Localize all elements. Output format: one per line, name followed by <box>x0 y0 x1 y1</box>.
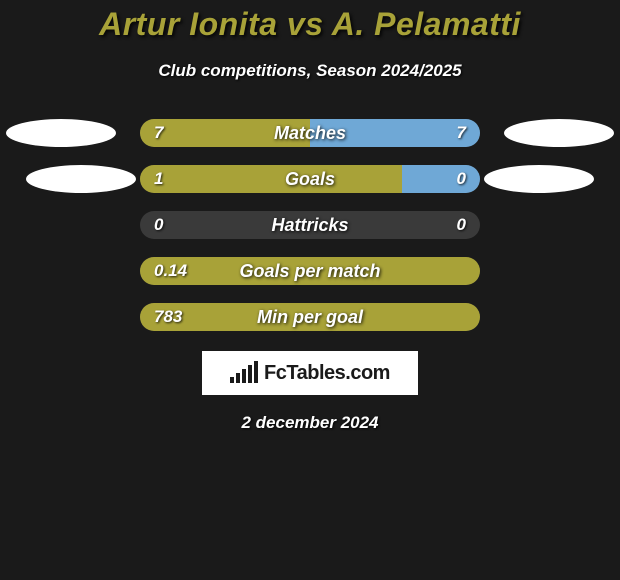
stat-label: Goals <box>140 165 480 193</box>
stat-row-goals: 1 Goals 0 <box>140 165 480 193</box>
stat-label: Min per goal <box>140 303 480 331</box>
branding-box: FcTables.com <box>202 351 418 395</box>
stat-row-hattricks: 0 Hattricks 0 <box>140 211 480 239</box>
player2-marker-ellipse <box>504 119 614 147</box>
stat-value-right: 7 <box>457 119 466 147</box>
stats-area: 7 Matches 7 1 Goals 0 0 Hattricks 0 <box>0 119 620 331</box>
stat-row-matches: 7 Matches 7 <box>140 119 480 147</box>
branding-text: FcTables.com <box>264 362 390 385</box>
infographic-container: Artur Ionita vs A. Pelamatti Club compet… <box>0 0 620 433</box>
comparison-title: Artur Ionita vs A. Pelamatti <box>0 6 620 43</box>
stat-row-mpg: 783 Min per goal <box>140 303 480 331</box>
stat-label: Goals per match <box>140 257 480 285</box>
player1-marker-ellipse <box>26 165 136 193</box>
bar-chart-icon <box>230 363 258 383</box>
comparison-subtitle: Club competitions, Season 2024/2025 <box>0 61 620 81</box>
player2-marker-ellipse <box>484 165 594 193</box>
stat-value-right: 0 <box>457 165 466 193</box>
player1-marker-ellipse <box>6 119 116 147</box>
stat-label: Matches <box>140 119 480 147</box>
footer-date: 2 december 2024 <box>0 413 620 433</box>
stat-value-right: 0 <box>457 211 466 239</box>
stat-label: Hattricks <box>140 211 480 239</box>
stat-row-gpm: 0.14 Goals per match <box>140 257 480 285</box>
